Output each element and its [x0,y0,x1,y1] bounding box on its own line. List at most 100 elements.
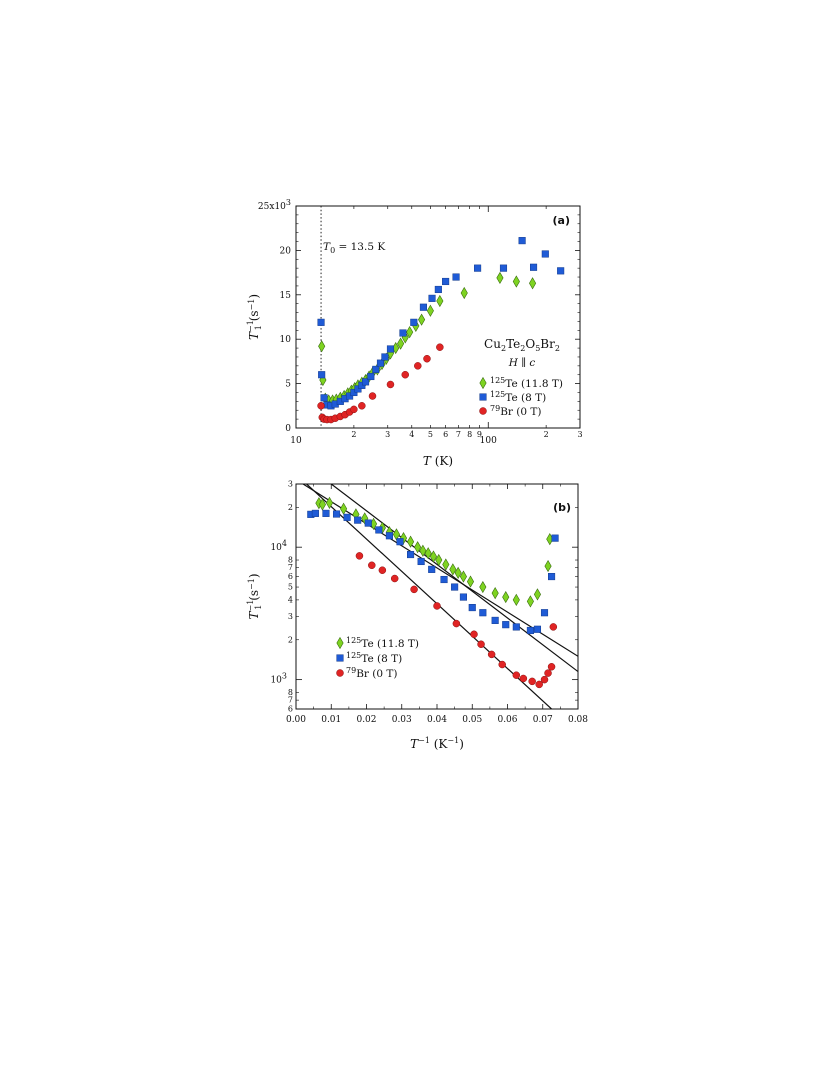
x-minor-tick-label-a: 3 [577,430,582,439]
data-point-b [491,587,499,600]
data-point-b [424,547,432,560]
data-point-b [544,559,552,573]
y-axis-label-b: T−11 (s−1) [246,573,263,619]
x-tick-label-b: 0.04 [427,715,447,725]
data-point-a [436,294,444,308]
x-tick-label-b: 0.02 [356,715,376,725]
legend-label-b: 125Te (11.8 T) [346,636,419,650]
data-point-b [419,544,427,557]
panel-a: 10 100 2 3 4 5 6 7 8 9 2 3 0 5 10 15 20 25x103 T0 = 13.5 K… [246,198,583,468]
data-point-a [317,402,325,410]
x-minor-tick-label-a: 3 [385,430,390,439]
data-point-b [533,625,542,633]
data-point-a [460,286,468,300]
data-point-b [479,580,487,594]
data-point-b [502,590,510,604]
data-point-a [368,392,377,400]
data-point-b [502,621,510,629]
data-point-a [436,343,444,351]
y-minor-tick-label-b: 2 [288,503,293,512]
y-axis-label-a: T−11 (s−1) [246,294,263,340]
legend-marker-b [336,654,344,662]
legend-marker-a [479,393,487,401]
x-tick-label-b: 0.05 [462,715,482,725]
data-point-b [325,496,334,509]
legend-marker-b [336,669,344,677]
x-tick-label-b: 0.08 [568,715,588,725]
data-point-b [512,623,520,631]
data-point-b [487,650,496,659]
y-minor-tick-label-b: 7 [288,563,293,572]
data-point-a [318,371,326,379]
data-point-b [375,526,383,534]
y-minor-tick-label-b: 3 [288,612,293,621]
data-point-a [423,354,431,363]
data-point-b [417,557,425,566]
data-point-b [452,619,461,628]
data-point-a [419,303,427,311]
data-point-a [320,394,328,402]
y-minor-tick-label-b: 6 [288,572,293,581]
legend-label-a: 125Te (8 T) [490,390,546,404]
x-axis-label-a: T (K) [423,454,453,468]
legend-marker-a [479,407,487,415]
data-point-b [551,534,559,542]
data-point-b [407,535,415,548]
data-point-b [540,609,549,617]
data-point-b [533,588,542,601]
data-point-a [496,271,504,285]
data-point-b [479,609,487,617]
data-point-b [354,516,362,524]
y-tick-label-b: 104 [270,539,287,553]
data-point-a [350,405,358,414]
data-point-b [414,541,422,554]
x-tick-label-b: 0.01 [321,715,341,725]
data-point-b [368,561,376,570]
data-point-b [466,575,475,588]
y-tick-label-a: 10 [280,335,292,345]
x-tick-label-a: 100 [480,436,497,446]
data-point-b [528,677,536,686]
data-point-a [434,285,442,294]
data-point-a [512,275,520,288]
data-point-b [340,502,348,515]
data-point-a [346,392,354,400]
y-tick-label-a: 0 [285,424,291,434]
data-point-a [442,277,450,286]
data-point-a [354,385,362,393]
data-point-b [544,669,552,677]
data-point-b [378,566,387,574]
y-minor-tick-label-b: 2 [288,635,293,644]
data-point-b [396,538,404,546]
y-tick-label-a: 20 [280,246,292,256]
data-point-b [435,553,443,567]
data-point-b [428,565,436,573]
x-axis-label-b: T−1 (K−1) [410,736,464,751]
data-point-b [410,585,418,594]
data-point-b [512,671,521,679]
data-point-b [385,532,393,540]
data-point-a [361,378,370,386]
data-point-b [477,640,485,648]
x-minor-tick-label-a: 6 [443,430,448,439]
data-point-b [498,660,506,669]
data-point-a [386,345,395,353]
x-minor-tick-label-a: 9 [477,430,482,439]
data-point-a [428,294,436,302]
data-point-a [401,370,409,379]
data-point-b [459,593,467,601]
x-tick-label-b: 0.00 [286,715,306,725]
data-point-b [332,510,341,518]
data-point-b [440,575,448,584]
x-tick-label-b: 0.03 [392,715,412,725]
x-minor-tick-label-a: 8 [467,430,472,439]
y-minor-tick-label-b: 8 [288,688,293,697]
y-tick-label-a: 25x103 [258,198,291,212]
data-point-b [526,626,534,635]
data-point-a [372,365,380,373]
data-point-a [418,313,426,326]
panel-b: 0.00 0.01 0.02 0.03 0.04 0.05 0.06 0.07 0.08 103 1… [246,480,588,752]
data-point-b [442,558,450,571]
data-point-a [541,250,549,258]
